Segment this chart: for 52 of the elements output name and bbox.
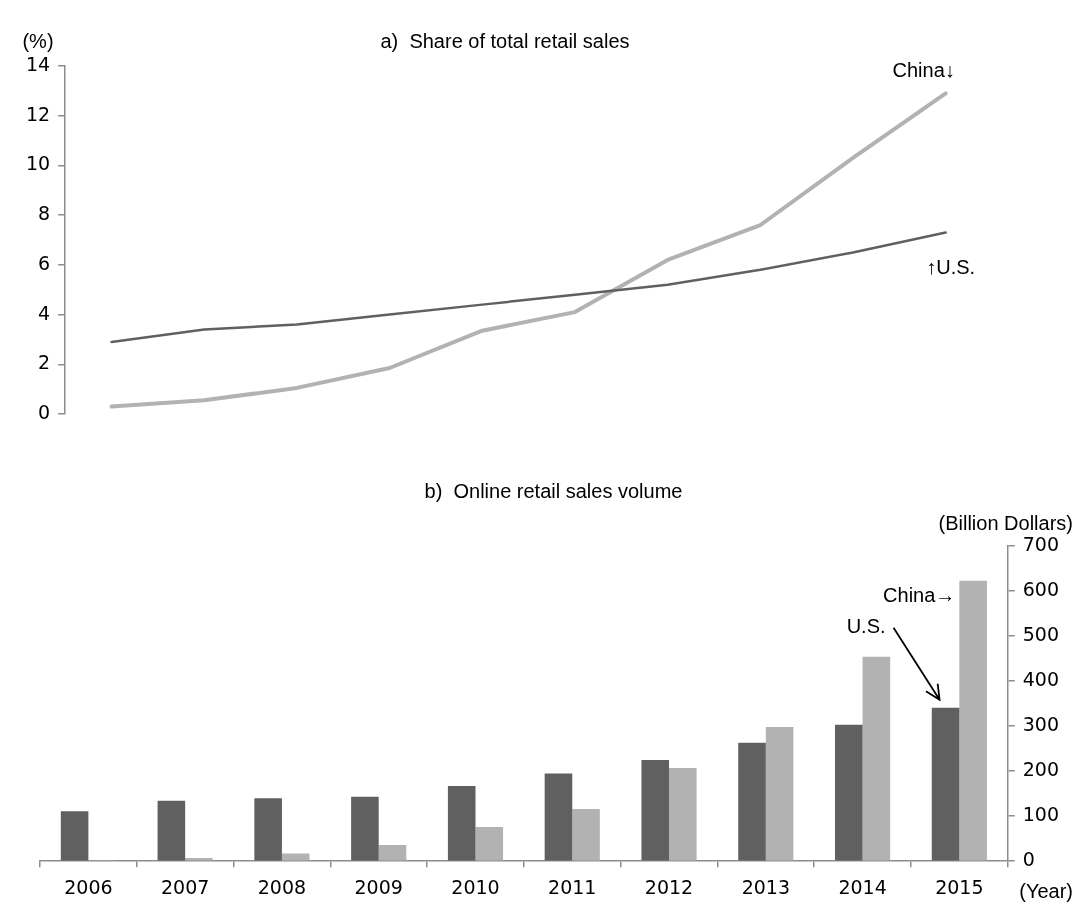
- y2-tick-label: 0: [1022, 848, 1035, 871]
- annotation: China→: [883, 584, 956, 607]
- bar: [669, 767, 697, 861]
- bar: [641, 759, 670, 861]
- chart-title: b) Online retail sales volume: [424, 479, 683, 502]
- x-tick-label: 2012: [644, 875, 694, 898]
- x-tick-label: 2014: [838, 875, 887, 898]
- bar: [959, 580, 987, 861]
- bar: [544, 773, 573, 861]
- y2-tick-label: 700: [1022, 532, 1059, 555]
- x-tick-label: 2011: [548, 875, 597, 898]
- y2-tick-label: 500: [1022, 622, 1059, 645]
- bar: [475, 826, 504, 861]
- x-tick-label: 2008: [257, 875, 307, 898]
- y-tick-label: 10: [25, 152, 51, 175]
- x-tick-label: 2013: [741, 875, 790, 898]
- y2-tick-label: 200: [1022, 758, 1059, 781]
- bar: [378, 844, 407, 861]
- bar: [834, 724, 863, 861]
- annotation: U.S.: [846, 615, 886, 638]
- y-tick-label: 6: [38, 251, 51, 274]
- x-tick-label: 2010: [451, 875, 500, 898]
- y-tick-label: 2: [38, 351, 51, 374]
- y-tick-label: 14: [25, 52, 51, 75]
- y2-tick-label: 100: [1022, 803, 1059, 826]
- bar: [862, 656, 891, 861]
- bar: [351, 796, 379, 861]
- x-tick-label: 2015: [935, 875, 984, 898]
- y2-tick-label: 400: [1022, 668, 1059, 691]
- x-axis-title: (Year): [1019, 879, 1073, 902]
- bar: [765, 727, 794, 861]
- x-tick-label: 2007: [160, 875, 210, 898]
- bar: [738, 742, 766, 861]
- annotation: China↓: [892, 58, 955, 81]
- bar: [447, 786, 476, 861]
- y-axis-title: (%): [22, 29, 54, 52]
- bar: [60, 811, 89, 861]
- bar: [254, 798, 282, 861]
- x-tick-label: 2009: [354, 875, 403, 898]
- chart-title: a) Share of total retail sales: [380, 29, 630, 52]
- y2-tick-label: 300: [1022, 713, 1059, 736]
- y-tick-label: 8: [38, 202, 51, 225]
- y2-axis-title: (Billion Dollars): [938, 511, 1073, 534]
- y-tick-label: 12: [25, 102, 51, 125]
- annotation: ↑U.S.: [926, 256, 976, 279]
- y-tick-label: 4: [38, 301, 51, 324]
- bar: [572, 808, 600, 861]
- y2-tick-label: 600: [1022, 577, 1059, 600]
- x-tick-label: 2006: [64, 875, 113, 898]
- bar: [931, 707, 960, 861]
- y-tick-label: 0: [38, 400, 51, 423]
- bar: [157, 800, 186, 861]
